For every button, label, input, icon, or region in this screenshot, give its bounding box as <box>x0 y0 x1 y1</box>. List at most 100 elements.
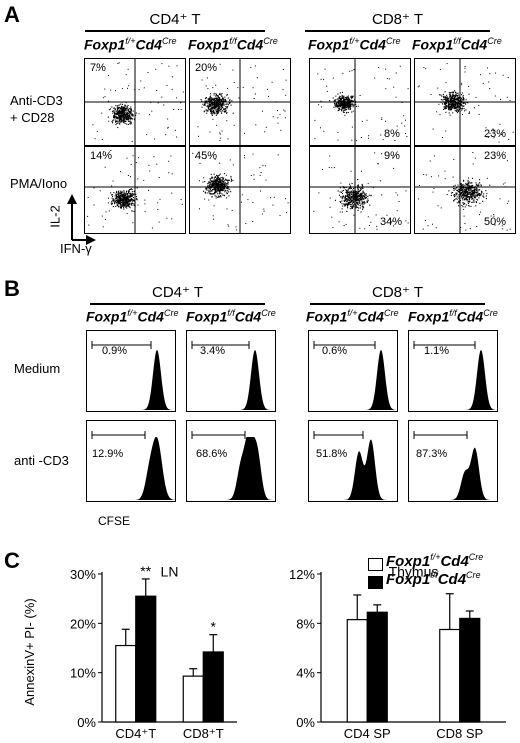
percent-label: 23% <box>484 150 507 162</box>
histogram-curve <box>87 437 175 500</box>
histogram-curve <box>187 437 275 500</box>
significance-label: * <box>211 619 217 635</box>
percent-label: 23% <box>484 128 507 140</box>
panel-a-cd8-title: CD8⁺ T <box>372 11 423 28</box>
panel-b-genotype: Foxp1f/+Cd4Cre <box>86 308 179 325</box>
panel-a-row-label-cd3cd28: Anti-CD3 + CD28 <box>10 93 63 125</box>
panel-b-genotype: Foxp1f/fCd4Cre <box>408 308 498 325</box>
histogram-curve <box>309 439 397 500</box>
x-tick-label: CD8 SP <box>436 726 483 741</box>
percent-label: 45% <box>195 150 218 162</box>
y-tick-label: 0% <box>77 715 96 730</box>
panel-b-letter: B <box>4 276 20 301</box>
percent-label: 20% <box>195 62 218 74</box>
x-tick-label: CD4 SP <box>344 726 391 741</box>
bar-chart-thymus: Thymus 0% 4% 8% 12% CD4 SP CD8 SP <box>289 563 506 741</box>
bar <box>459 617 481 723</box>
y-tick-label: 0% <box>296 715 315 730</box>
histogram-plot <box>408 420 498 502</box>
percent-label: 34% <box>380 216 403 228</box>
histogram-plot <box>308 330 398 412</box>
panel-a-cd4-title: CD4⁺ T <box>149 11 201 28</box>
panel-a-row-label-pma: PMA/Iono <box>10 176 68 191</box>
histogram-plot <box>308 420 398 502</box>
percent-label: 68.6% <box>196 448 228 460</box>
bar <box>202 651 224 723</box>
panel-a-genotype: Foxp1f/+Cd4Cre <box>308 36 401 53</box>
y-axis-label: IL-2 <box>47 205 63 228</box>
y-tick-label: 10% <box>70 666 96 681</box>
panel-b-cd8-bar <box>310 303 485 305</box>
histogram-plot <box>186 420 276 502</box>
panel-b-cd8-title: CD8⁺ T <box>372 284 423 301</box>
flow-plot <box>189 146 291 234</box>
bar-chart-ln: LN AnnexinV+ PI- (%) 0% 10% 20% 30% ** CD4⁺T * CD… <box>22 563 237 741</box>
percent-label: 9% <box>384 150 400 162</box>
legend-label-het: Foxp1f/+Cd4Cre <box>386 552 484 570</box>
panel-b-genotype: Foxp1f/fCd4Cre <box>186 308 276 325</box>
x-axis-label: IFN-γ <box>60 241 92 256</box>
panel-b-cd4-title: CD4⁺ T <box>152 284 203 301</box>
bar <box>182 675 204 723</box>
panel-b-row-label-cd3: anti -CD3 <box>14 453 69 468</box>
panel-a-genotype: Foxp1f/+Cd4Cre <box>84 36 177 53</box>
flow-plot <box>309 58 411 146</box>
x-tick-label: CD8⁺T <box>183 726 224 741</box>
histogram-plot <box>86 420 176 502</box>
panel-a-cd4-bar <box>85 30 265 32</box>
legend-swatch-het <box>368 558 383 571</box>
flow-plot <box>189 58 291 146</box>
y-axis-label: AnnexinV+ PI- (%) <box>22 598 37 705</box>
histogram-curve <box>187 350 275 410</box>
percent-label: 87.3% <box>416 448 448 460</box>
histogram-plot <box>408 330 498 412</box>
flow-plot <box>84 58 186 146</box>
histogram-curve <box>309 350 397 410</box>
histogram-curve <box>409 447 497 500</box>
legend-label-ko: Foxp1f/fCd4Cre <box>386 570 481 588</box>
percent-label: 0.9% <box>102 345 128 357</box>
histogram-plot <box>186 330 276 412</box>
bar <box>439 628 461 723</box>
percent-label: 3.4% <box>200 345 226 357</box>
bar <box>366 611 388 723</box>
histogram-curve <box>409 350 497 410</box>
bar <box>346 619 368 723</box>
percent-label: 1.1% <box>424 345 450 357</box>
y-tick-label: 12% <box>289 567 315 582</box>
panel-b-genotype: Foxp1f/+Cd4Cre <box>306 308 399 325</box>
panel-b-cd4-bar <box>90 303 265 305</box>
legend-swatch-ko <box>368 576 383 589</box>
flow-plot <box>309 146 411 234</box>
percent-label: 12.9% <box>92 448 124 460</box>
bar <box>135 595 157 723</box>
y-tick-label: 20% <box>70 616 96 631</box>
chart-title: Thymus <box>389 563 439 579</box>
histogram-curve <box>87 350 175 410</box>
y-tick-label: 4% <box>296 666 315 681</box>
panel-a-genotype: Foxp1f/fCd4Cre <box>412 36 502 53</box>
flow-plot <box>84 146 186 234</box>
panel-a-genotype: Foxp1f/fCd4Cre <box>188 36 278 53</box>
flow-plot <box>414 146 516 234</box>
axis-arrows <box>67 194 96 245</box>
percent-label: 51.8% <box>316 448 348 460</box>
cfse-label: CFSE <box>98 514 131 528</box>
bar <box>115 644 137 723</box>
histogram-plot <box>86 330 176 412</box>
chart-title: LN <box>161 563 179 579</box>
panel-b-row-label-medium: Medium <box>14 361 61 376</box>
percent-label: 8% <box>384 128 400 140</box>
panel-a-cd8-bar <box>305 30 490 32</box>
flow-plot <box>414 58 516 146</box>
percent-label: 14% <box>90 150 113 162</box>
percent-label: 7% <box>90 62 106 74</box>
y-tick-label: 8% <box>296 616 315 631</box>
y-tick-label: 30% <box>70 567 96 582</box>
panel-c-letter: C <box>4 548 20 573</box>
percent-label: 50% <box>484 216 507 228</box>
panel-a-letter: A <box>4 2 20 27</box>
significance-label: ** <box>140 563 151 579</box>
x-tick-label: CD4⁺T <box>115 726 156 741</box>
percent-label: 0.6% <box>322 345 348 357</box>
